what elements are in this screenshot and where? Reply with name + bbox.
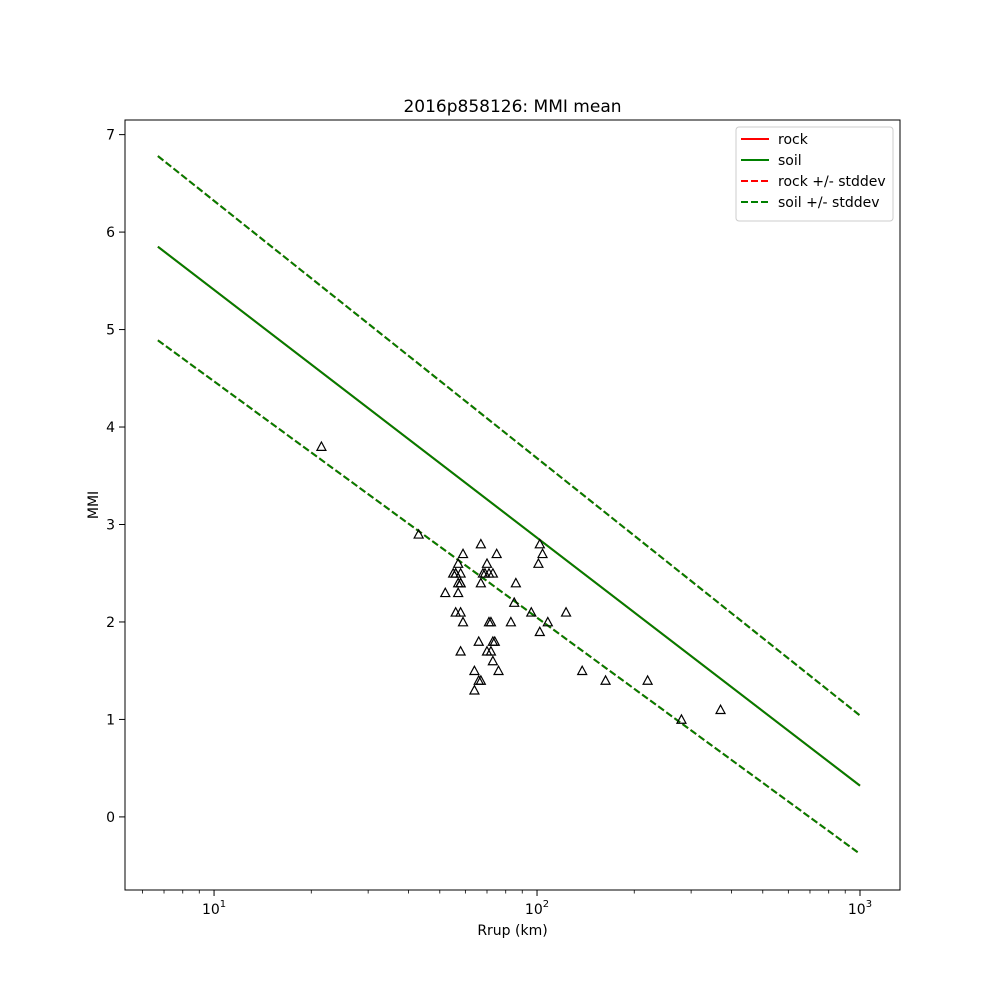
points-group — [315, 440, 727, 724]
y-tick-label: 1 — [106, 712, 115, 728]
data-point — [450, 567, 462, 578]
y-tick-label: 3 — [106, 517, 115, 533]
legend-box — [735, 126, 894, 222]
series-line-soil-stddev-5 — [157, 339, 861, 855]
y-axis: 0 1 2 3 4 5 6 7 — [106, 128, 125, 826]
data-point — [475, 538, 487, 549]
data-point — [532, 557, 544, 568]
y-axis-label: MMI — [86, 491, 102, 519]
x-tick-label: 101 — [202, 899, 226, 918]
data-point — [457, 616, 469, 627]
data-point — [715, 703, 727, 715]
data-point — [642, 674, 654, 685]
x-tick-label: 102 — [525, 899, 549, 918]
data-point — [485, 616, 497, 627]
y-tick-label: 4 — [106, 420, 115, 436]
data-point — [452, 557, 464, 568]
data-point — [491, 547, 503, 559]
data-point — [487, 655, 499, 666]
data-point — [505, 616, 517, 627]
legend-label: rock — [778, 132, 809, 148]
data-point — [457, 547, 469, 559]
legend-label: soil — [778, 153, 802, 169]
chart-title: 2016p858126: MMI mean — [403, 97, 621, 117]
data-point — [675, 713, 687, 724]
data-point — [473, 635, 485, 646]
plot-border — [124, 119, 901, 891]
data-point — [576, 664, 588, 676]
y-tick-label: 5 — [106, 323, 115, 339]
data-point — [487, 567, 499, 578]
x-tick-label: 103 — [848, 899, 872, 918]
lines-group — [157, 155, 861, 855]
data-point — [600, 674, 612, 685]
y-tick-label: 2 — [106, 615, 115, 631]
data-point — [508, 596, 520, 607]
legend-label: rock +/- stddev — [778, 174, 886, 190]
plot-area — [157, 155, 861, 855]
data-point — [534, 538, 546, 549]
data-point — [455, 645, 467, 656]
data-point — [525, 606, 537, 617]
legend-label: soil +/- stddev — [778, 195, 880, 211]
data-point — [537, 547, 549, 559]
data-point — [542, 616, 554, 627]
data-point — [493, 664, 505, 676]
x-axis-label: Rrup (km) — [477, 923, 547, 939]
data-point — [475, 674, 487, 685]
data-point — [489, 635, 501, 646]
data-point — [468, 664, 480, 676]
data-point — [468, 684, 480, 695]
data-point — [534, 625, 546, 637]
legend: rock soil rock +/- stddev soil +/- stddev — [735, 126, 894, 222]
data-point — [452, 586, 464, 598]
y-tick-label: 0 — [106, 810, 115, 826]
y-tick-label: 7 — [106, 128, 115, 144]
data-point — [315, 440, 327, 451]
series-line-soil-1 — [157, 245, 861, 787]
data-point — [475, 577, 487, 588]
data-point — [455, 606, 467, 617]
data-point — [560, 606, 572, 617]
y-tick-label: 6 — [106, 225, 115, 241]
data-point — [439, 586, 451, 598]
data-point — [455, 577, 467, 588]
data-point — [510, 577, 522, 588]
x-axis: 101 102 103 — [142, 890, 872, 918]
data-point — [481, 645, 493, 656]
data-point — [413, 528, 425, 539]
data-point — [481, 557, 493, 568]
plot-frame — [125, 120, 900, 890]
